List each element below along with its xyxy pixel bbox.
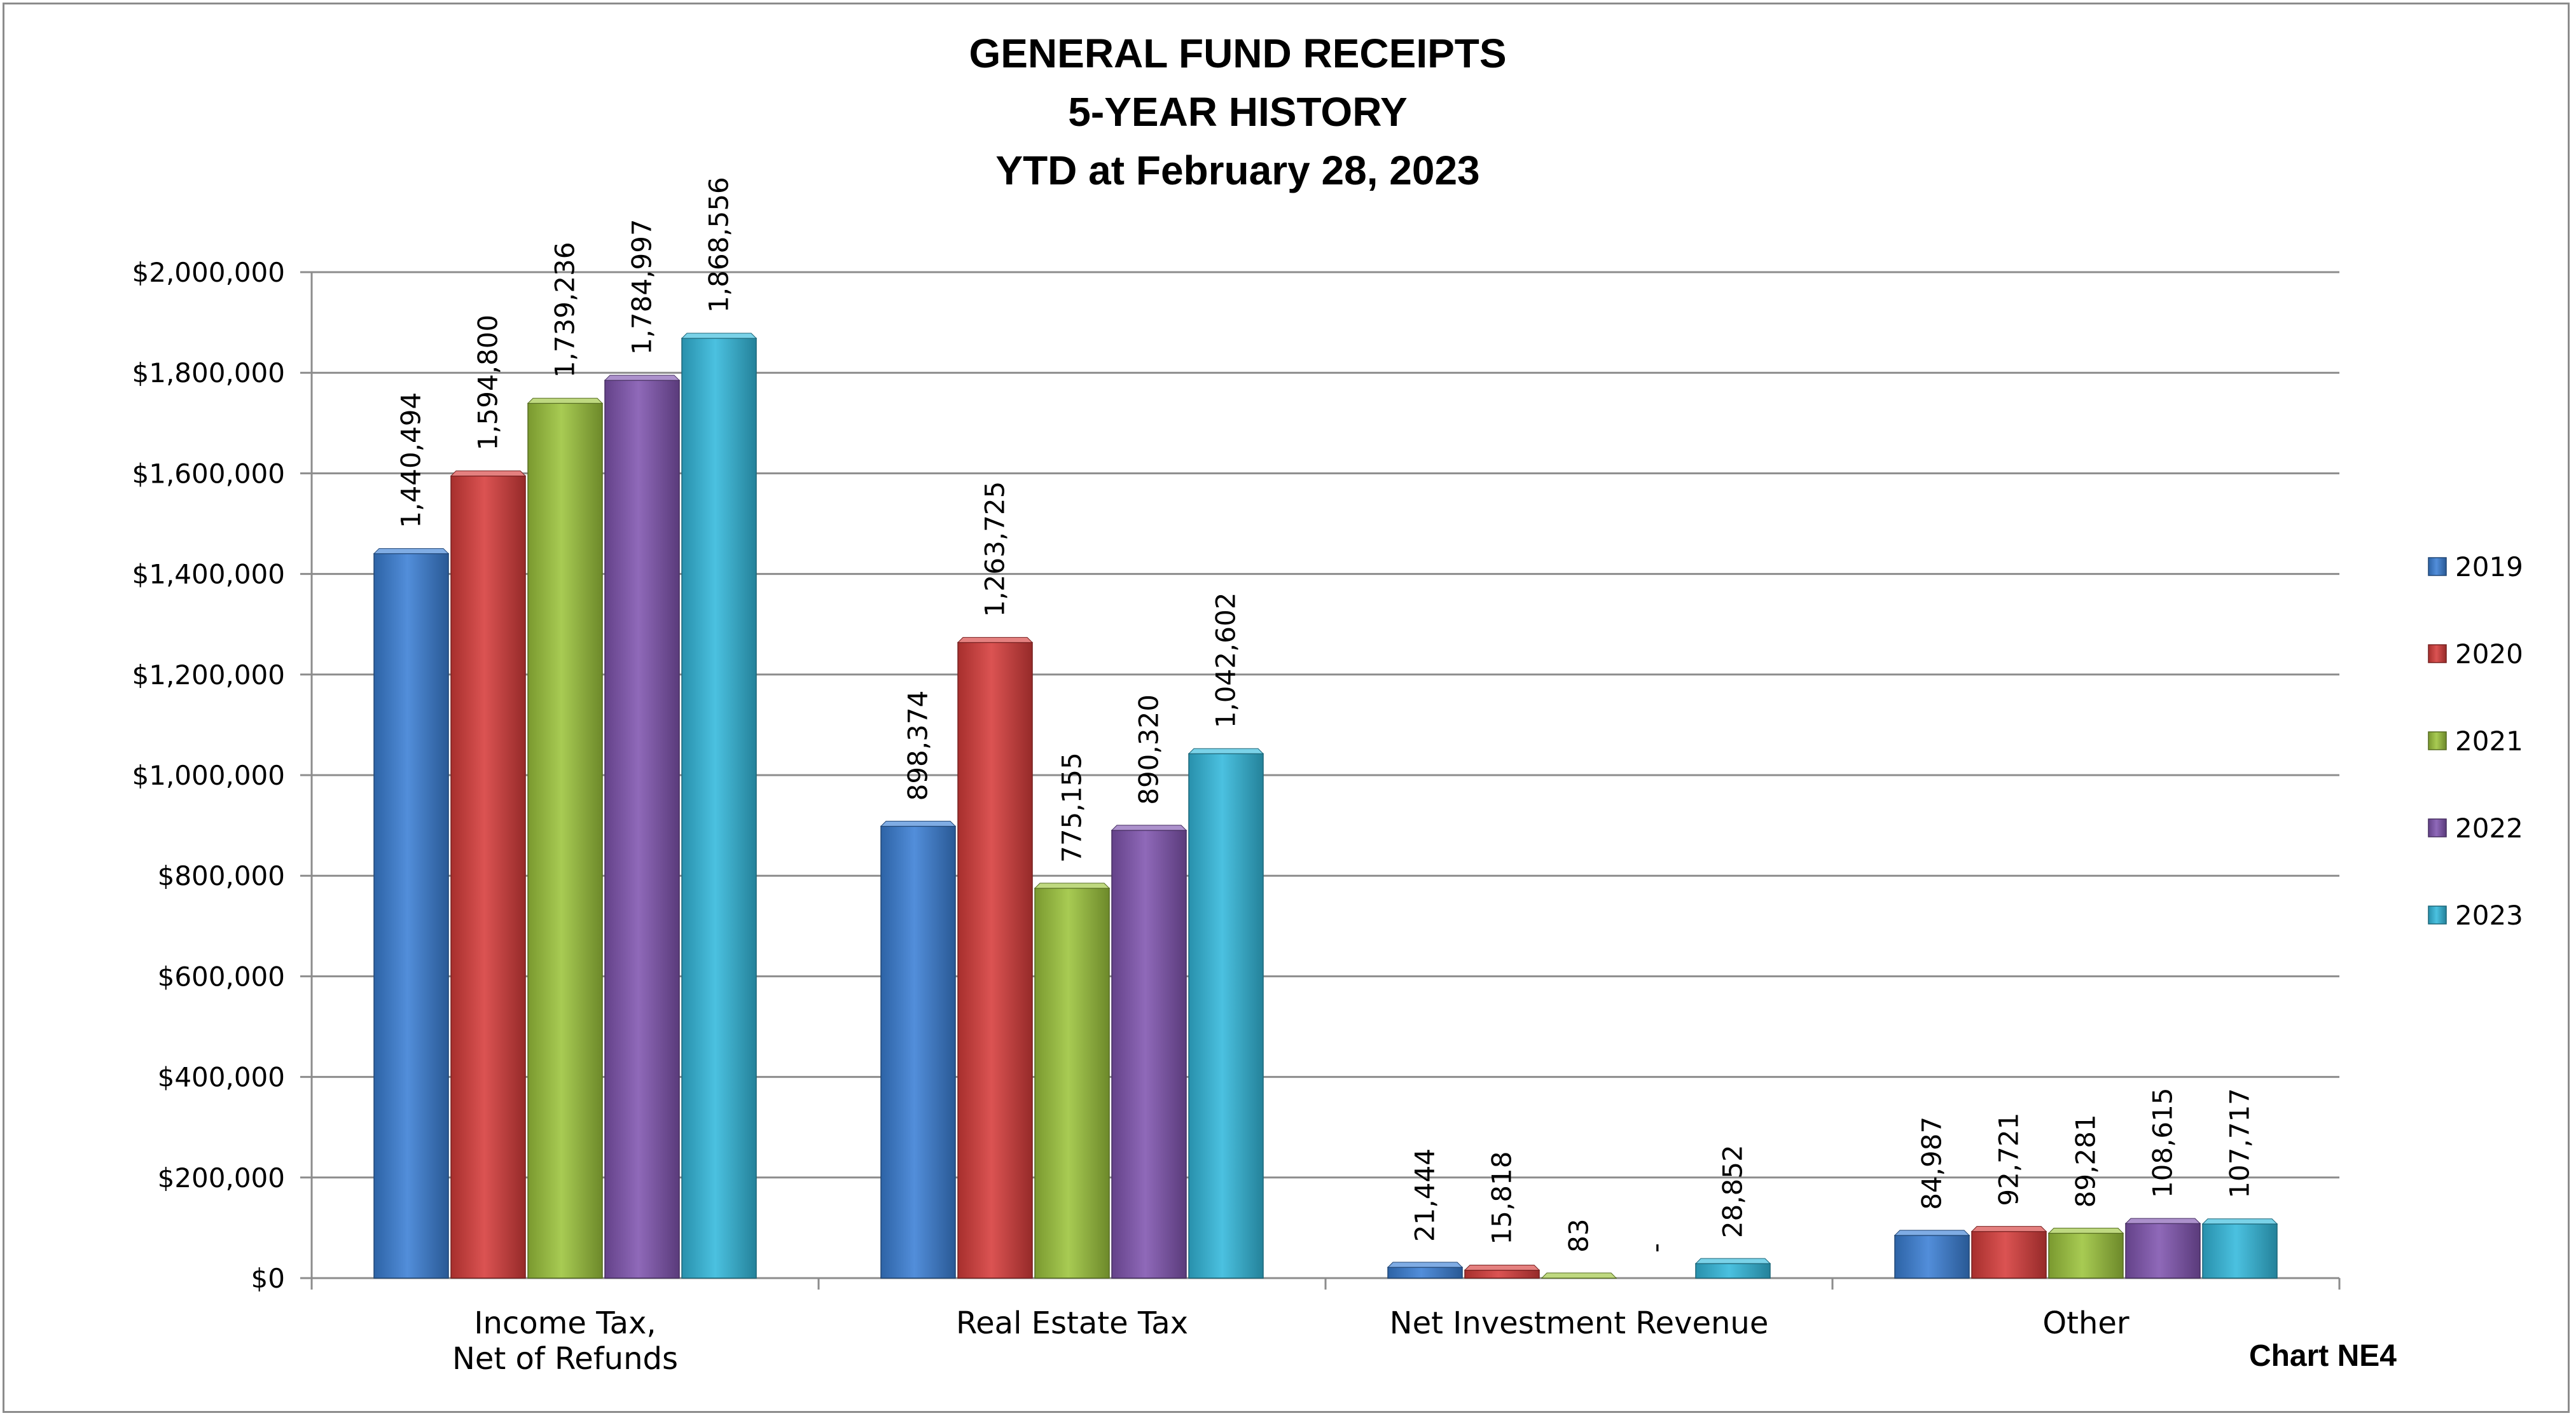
x-axis: Income Tax, Net of Refunds Real Estate Tax… bbox=[310, 1277, 2341, 1377]
bar-top-2021 bbox=[1541, 1272, 1617, 1279]
chart-title: GENERAL FUND RECEIPTS 5-YEAR HISTORY YTD… bbox=[969, 31, 1506, 193]
bar-2020 bbox=[957, 642, 1033, 1279]
bar-2023 bbox=[1188, 753, 1264, 1279]
bar-2020 bbox=[1971, 1230, 2047, 1279]
bar-top-2023 bbox=[2201, 1218, 2278, 1225]
data-label: 89,281 bbox=[2070, 1114, 2102, 1208]
bar-top-2022 bbox=[1111, 825, 1188, 831]
y-tick-label: $2,000,000 bbox=[132, 257, 285, 288]
chart-id-label: Chart NE4 bbox=[2249, 1339, 2397, 1373]
bar-2020 bbox=[1464, 1269, 1540, 1279]
data-label: 890,320 bbox=[1133, 694, 1165, 805]
legend-label-2020: 2020 bbox=[2455, 638, 2523, 670]
data-label: 898,374 bbox=[903, 691, 934, 801]
bar-top-2019 bbox=[1387, 1262, 1464, 1268]
bar-top-2022 bbox=[604, 375, 681, 381]
y-tick-label: $600,000 bbox=[158, 961, 285, 992]
bar-2019 bbox=[373, 553, 449, 1279]
data-label: 1,594,800 bbox=[473, 315, 504, 451]
bar-2019 bbox=[1387, 1267, 1463, 1279]
legend-swatch-2023 bbox=[2428, 905, 2447, 925]
data-label: 108,615 bbox=[2147, 1087, 2178, 1198]
bar-2023 bbox=[1695, 1263, 1771, 1279]
bar-top-2019 bbox=[880, 820, 957, 827]
y-tick-label: $1,400,000 bbox=[132, 559, 285, 590]
y-tick-label: $1,200,000 bbox=[132, 659, 285, 691]
y-tick-label: $0 bbox=[251, 1263, 285, 1294]
bar-2023 bbox=[681, 338, 757, 1279]
legend-swatch-2019 bbox=[2428, 557, 2447, 576]
bar-2023 bbox=[2202, 1223, 2278, 1279]
y-tick-label: $1,000,000 bbox=[132, 760, 285, 791]
legend-label-2023: 2023 bbox=[2455, 900, 2523, 931]
data-label: 92,721 bbox=[1993, 1113, 2025, 1206]
bar-2019 bbox=[1894, 1235, 1970, 1279]
data-label: 84,987 bbox=[1916, 1117, 1948, 1210]
bar-top-2020 bbox=[1970, 1226, 2047, 1232]
chart-title-line-3: YTD at February 28, 2023 bbox=[995, 148, 1479, 193]
data-label: 21,444 bbox=[1409, 1148, 1441, 1242]
y-axis: $0 $200,000 $400,000 $600,000 $800,000 $1,000… bbox=[132, 257, 313, 1294]
bar-top-2019 bbox=[1894, 1230, 1970, 1236]
bar-top-2023 bbox=[1188, 748, 1264, 754]
bar-top-2023 bbox=[681, 333, 758, 339]
data-label: 1,440,494 bbox=[396, 392, 427, 528]
bar-2022 bbox=[2125, 1223, 2201, 1279]
data-label: 83 bbox=[1563, 1218, 1595, 1252]
data-label: - bbox=[1640, 1243, 1672, 1253]
bar-2021 bbox=[527, 403, 603, 1279]
data-label: 15,818 bbox=[1486, 1152, 1518, 1245]
bar-top-2021 bbox=[2047, 1227, 2124, 1234]
legend-label-2021: 2021 bbox=[2455, 726, 2523, 757]
legend: 2019 2020 2021 2022 2023 bbox=[2428, 551, 2523, 931]
data-label: 28,852 bbox=[1717, 1145, 1748, 1238]
x-category-label: Real Estate Tax bbox=[956, 1305, 1188, 1341]
bar-2019 bbox=[880, 825, 956, 1279]
y-tick-label: $400,000 bbox=[158, 1062, 285, 1093]
data-label: 775,155 bbox=[1056, 752, 1088, 863]
y-tick-label: $1,800,000 bbox=[132, 357, 285, 389]
bars bbox=[373, 333, 2278, 1279]
data-label: 1,739,236 bbox=[550, 242, 581, 378]
bar-top-2020 bbox=[957, 637, 1034, 643]
data-label: 1,868,556 bbox=[703, 177, 735, 313]
legend-swatch-2020 bbox=[2428, 644, 2447, 663]
x-category-label: Income Tax, Net of Refunds bbox=[452, 1305, 678, 1377]
y-tick-label: $800,000 bbox=[158, 860, 285, 891]
bar-top-2019 bbox=[373, 548, 450, 554]
bar-top-2022 bbox=[2124, 1218, 2201, 1224]
legend-label-2019: 2019 bbox=[2455, 551, 2523, 582]
bar-top-2020 bbox=[450, 471, 527, 477]
data-labels: 1,440,494 1,594,800 1,739,236 1,784,997 1,86… bbox=[396, 177, 2255, 1253]
bar-2022 bbox=[604, 380, 680, 1279]
bar-top-2021 bbox=[527, 397, 604, 404]
bar-2021 bbox=[1034, 888, 1110, 1279]
legend-swatch-2022 bbox=[2428, 818, 2447, 837]
data-label: 107,717 bbox=[2224, 1088, 2255, 1199]
bar-2022 bbox=[1111, 830, 1187, 1279]
bar-top-2023 bbox=[1694, 1258, 1771, 1264]
data-label: 1,042,602 bbox=[1210, 593, 1242, 729]
chart-title-line-2: 5-YEAR HISTORY bbox=[1068, 89, 1407, 135]
bar-2020 bbox=[450, 475, 526, 1279]
y-tick-label: $1,600,000 bbox=[132, 458, 285, 489]
legend-swatch-2021 bbox=[2428, 731, 2447, 750]
bar-top-2020 bbox=[1464, 1264, 1541, 1270]
x-category-label: Other bbox=[2042, 1305, 2129, 1341]
data-label: 1,263,725 bbox=[980, 481, 1011, 617]
bar-2021 bbox=[2048, 1232, 2124, 1279]
bar-top-2021 bbox=[1034, 883, 1111, 889]
data-label: 1,784,997 bbox=[627, 219, 658, 355]
legend-label-2022: 2022 bbox=[2455, 813, 2523, 844]
y-tick-label: $200,000 bbox=[158, 1162, 285, 1194]
x-category-label: Net Investment Revenue bbox=[1390, 1305, 1769, 1341]
chart-title-line-1: GENERAL FUND RECEIPTS bbox=[969, 31, 1506, 76]
